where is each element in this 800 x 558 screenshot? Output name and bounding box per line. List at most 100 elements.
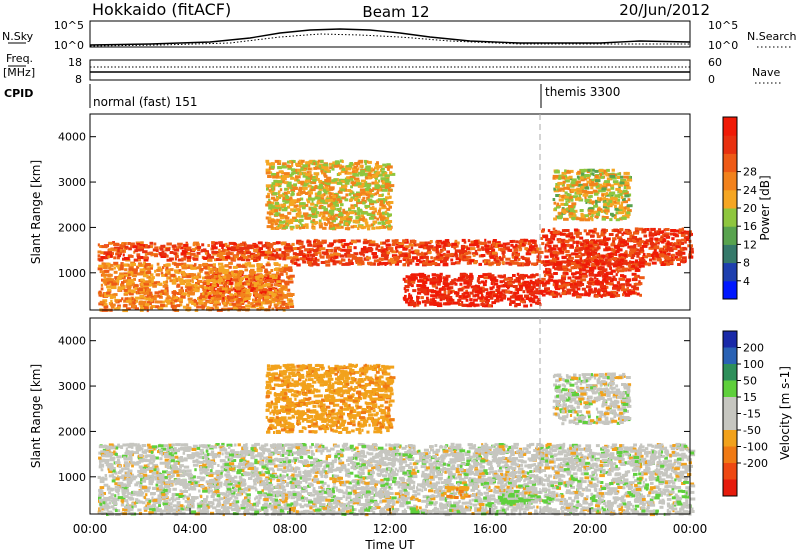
heatmap-cell bbox=[382, 194, 384, 197]
heatmap-cell bbox=[427, 263, 433, 266]
heatmap-cell bbox=[622, 293, 624, 296]
heatmap-cell bbox=[584, 229, 587, 232]
heatmap-cell bbox=[204, 286, 206, 289]
heatmap-cell bbox=[631, 249, 636, 252]
heatmap-cell bbox=[603, 183, 607, 186]
cpid-mode-themis: themis 3300 bbox=[545, 85, 620, 99]
heatmap-cell bbox=[463, 295, 469, 298]
heatmap-cell bbox=[347, 227, 350, 230]
heatmap-cell bbox=[333, 253, 339, 256]
heatmap-cell bbox=[626, 172, 630, 175]
heatmap-cell bbox=[451, 262, 456, 265]
heatmap-cell bbox=[626, 186, 631, 189]
heatmap-cell bbox=[334, 178, 338, 181]
heatmap-cell bbox=[557, 182, 563, 185]
heatmap-cell bbox=[365, 177, 368, 180]
heatmap-cell bbox=[609, 218, 612, 221]
freq-label: Freq. bbox=[6, 52, 33, 65]
heatmap-cell bbox=[174, 269, 179, 272]
heatmap-cell bbox=[380, 242, 382, 245]
heatmap-cell bbox=[293, 183, 297, 186]
heatmap-cell bbox=[666, 257, 671, 260]
heatmap-cell bbox=[309, 172, 311, 175]
heatmap-cell bbox=[335, 256, 339, 259]
heatmap-cell bbox=[598, 272, 600, 275]
heatmap-cell bbox=[336, 224, 339, 227]
heatmap-cell bbox=[266, 163, 272, 166]
heatmap-cell bbox=[552, 292, 555, 295]
heatmap-cell bbox=[160, 245, 165, 248]
heatmap-cell bbox=[619, 278, 625, 281]
heatmap-cell bbox=[289, 160, 291, 163]
heatmap-cell bbox=[340, 255, 345, 258]
heatmap-cell bbox=[403, 298, 408, 301]
heatmap-cell bbox=[597, 235, 601, 238]
heatmap-cell bbox=[571, 285, 576, 288]
heatmap-cell bbox=[335, 160, 339, 163]
heatmap-cell bbox=[447, 291, 450, 294]
heatmap-cell bbox=[508, 282, 513, 285]
heatmap-cell bbox=[378, 165, 383, 168]
heatmap-cell bbox=[253, 249, 258, 252]
heatmap-cell bbox=[566, 208, 568, 211]
heatmap-cell bbox=[337, 198, 340, 201]
heatmap-cell bbox=[490, 287, 493, 290]
heatmap-cell bbox=[378, 222, 382, 225]
heatmap-cell bbox=[184, 255, 187, 258]
beam-title: Beam 12 bbox=[362, 3, 429, 21]
heatmap-cell bbox=[563, 187, 568, 190]
heatmap-cell bbox=[350, 206, 355, 209]
heatmap-cell bbox=[146, 288, 151, 291]
heatmap-cell bbox=[239, 244, 245, 247]
heatmap-cell bbox=[560, 203, 564, 206]
heatmap-cell bbox=[542, 294, 546, 297]
heatmap-cell bbox=[512, 262, 518, 265]
heatmap-cell bbox=[463, 282, 469, 285]
heatmap-cell bbox=[585, 218, 590, 221]
heatmap-cell bbox=[363, 241, 368, 244]
heatmap-cell bbox=[211, 241, 215, 244]
heatmap-cell bbox=[643, 253, 646, 256]
heatmap-cell bbox=[512, 301, 514, 304]
heatmap-cell bbox=[341, 239, 346, 242]
heatmap-cell bbox=[681, 239, 686, 242]
heatmap-cell bbox=[365, 162, 367, 165]
heatmap-cell bbox=[537, 300, 540, 303]
heatmap-cell bbox=[333, 262, 337, 265]
heatmap-cell bbox=[588, 282, 593, 285]
heatmap-cell bbox=[668, 247, 673, 250]
heatmap-cell bbox=[478, 241, 481, 244]
heatmap-cell bbox=[576, 217, 582, 220]
heatmap-cell bbox=[627, 204, 633, 207]
heatmap-cell bbox=[203, 290, 207, 293]
heatmap-cell bbox=[277, 166, 282, 169]
heatmap-cell bbox=[297, 198, 301, 201]
heatmap-cell bbox=[140, 241, 144, 244]
heatmap-cell bbox=[230, 282, 234, 285]
heatmap-cell bbox=[468, 251, 470, 254]
heatmap-cell bbox=[480, 275, 484, 278]
heatmap-cell bbox=[291, 164, 293, 167]
heatmap-cell bbox=[553, 198, 556, 201]
heatmap-cell bbox=[585, 199, 590, 202]
heatmap-cell bbox=[378, 210, 381, 213]
heatmap-cell bbox=[388, 213, 392, 216]
heatmap-cell bbox=[550, 254, 554, 257]
heatmap-cell bbox=[282, 257, 286, 260]
heatmap-cell bbox=[639, 238, 642, 241]
heatmap-cell bbox=[380, 200, 384, 203]
heatmap-cell bbox=[301, 160, 305, 163]
heatmap-cell bbox=[544, 255, 548, 258]
heatmap-cell bbox=[500, 280, 504, 283]
heatmap-cell bbox=[346, 251, 351, 254]
heatmap-cell bbox=[380, 216, 386, 219]
heatmap-cell bbox=[468, 239, 470, 242]
heatmap-cell bbox=[269, 217, 271, 220]
heatmap-cell bbox=[343, 217, 347, 220]
heatmap-cell bbox=[524, 239, 528, 242]
heatmap-cell bbox=[673, 233, 676, 236]
heatmap-cell bbox=[612, 169, 615, 172]
heatmap-cell bbox=[197, 252, 201, 255]
heatmap-cell bbox=[601, 284, 603, 287]
heatmap-cell bbox=[228, 266, 231, 269]
